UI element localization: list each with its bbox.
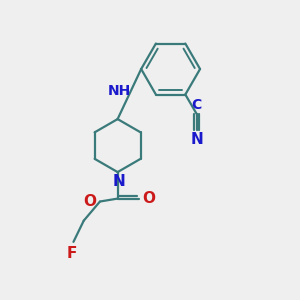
Text: F: F	[67, 246, 77, 261]
Text: N: N	[113, 174, 125, 189]
Text: O: O	[142, 191, 155, 206]
Text: C: C	[191, 98, 202, 112]
Text: O: O	[83, 194, 96, 209]
Text: N: N	[190, 132, 203, 147]
Text: NH: NH	[107, 83, 131, 98]
